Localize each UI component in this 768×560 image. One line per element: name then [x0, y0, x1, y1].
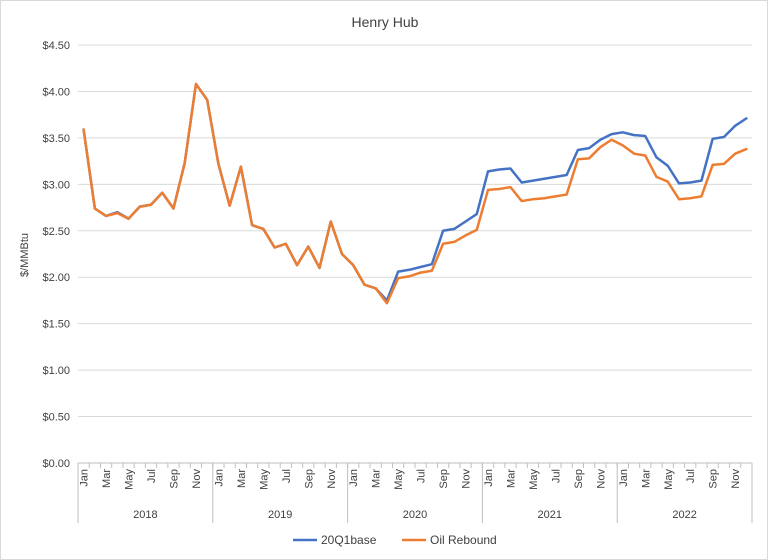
x-tick-label: Jan	[213, 469, 225, 487]
x-tick-label: Jul	[550, 469, 562, 483]
x-axis: Jan Mar May Jul Sep Nov Jan Mar May Jul Sep Nov Jan M…	[77, 462, 753, 523]
x-tick-label: Jul	[685, 469, 697, 483]
x-tick-label: May	[663, 469, 675, 490]
x-tick-label: Sep	[573, 469, 585, 489]
y-tick-label: $0.50	[42, 412, 70, 424]
x-tick-label: Nov	[461, 469, 473, 489]
x-tick-label: Mar	[101, 469, 113, 488]
year-label: 2018	[133, 509, 157, 521]
x-tick-label: Jul	[281, 469, 293, 483]
year-label: 2019	[268, 509, 292, 521]
y-tick-label: $3.50	[42, 133, 70, 145]
series-lines	[82, 82, 748, 305]
x-tick-label: Sep	[708, 469, 720, 489]
x-tick-label: May	[258, 469, 270, 490]
x-tick-label: May	[528, 469, 540, 490]
x-tick-label: May	[124, 469, 136, 490]
legend: 20Q1base Oil Rebound	[293, 533, 497, 547]
y-axis-ticks: $0.00 $0.50 $1.00 $1.50 $2.00 $2.50 $3.00 $3.50…	[42, 40, 70, 470]
x-tick-label: Jul	[416, 469, 428, 483]
series-line-oil-rebound	[82, 82, 748, 305]
x-tick-label: Sep	[438, 469, 450, 489]
x-tick-label: Jan	[618, 469, 630, 487]
legend-label: 20Q1base	[321, 533, 377, 547]
legend-label: Oil Rebound	[430, 533, 497, 547]
x-tick-label: Mar	[371, 469, 383, 488]
y-tick-label: $4.50	[42, 40, 70, 52]
x-tick-label: Nov	[326, 469, 338, 489]
x-tick-label: Mar	[505, 469, 517, 488]
y-tick-label: $2.50	[42, 226, 70, 238]
y-tick-label: $1.50	[42, 319, 70, 331]
x-tick-label: Mar	[640, 469, 652, 488]
x-tick-label: Nov	[595, 469, 607, 489]
x-tick-label: Jul	[146, 469, 158, 483]
year-label: 2021	[538, 509, 562, 521]
chart-title: Henry Hub	[352, 14, 419, 30]
x-tick-label: Jan	[348, 469, 360, 487]
y-tick-label: $2.00	[42, 272, 70, 284]
y-axis-label: $/MMBtu	[19, 233, 31, 277]
y-tick-label: $4.00	[42, 86, 70, 98]
y-tick-label: $3.00	[42, 179, 70, 191]
x-tick-label: Nov	[191, 469, 203, 489]
y-tick-label: $0.00	[42, 458, 70, 470]
x-tick-label: Nov	[730, 469, 742, 489]
year-label: 2020	[403, 509, 427, 521]
y-tick-label: $1.00	[42, 365, 70, 377]
x-tick-label: Mar	[236, 469, 248, 488]
x-tick-label: Jan	[483, 469, 495, 487]
x-tick-label: May	[393, 469, 405, 490]
x-tick-label: Sep	[303, 469, 315, 489]
x-tick-label: Sep	[168, 469, 180, 489]
year-label: 2022	[672, 509, 696, 521]
x-tick-label: Jan	[79, 469, 91, 487]
gridlines	[78, 44, 752, 464]
